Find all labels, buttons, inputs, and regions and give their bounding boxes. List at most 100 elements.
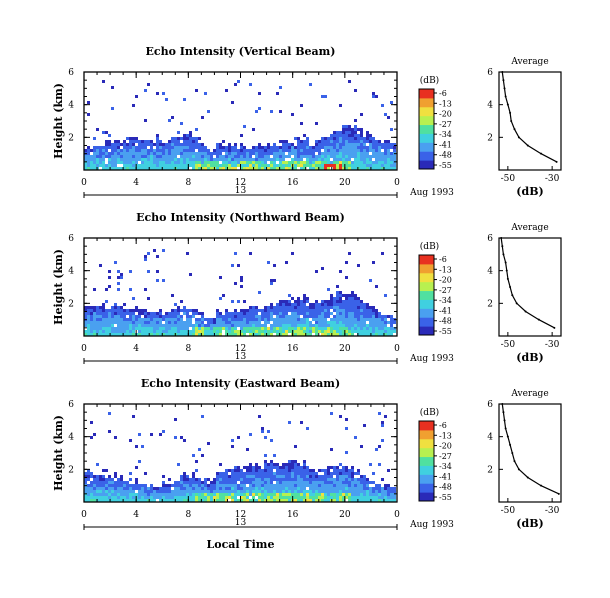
heatmap-cell	[264, 487, 267, 490]
heatmap-cell	[336, 481, 339, 484]
heatmap-cell	[258, 321, 261, 324]
heatmap-cell	[174, 143, 177, 146]
heatmap-cell	[246, 315, 249, 318]
heatmap-cell	[183, 137, 186, 140]
heatmap-cell	[240, 285, 243, 288]
heatmap-cell	[324, 146, 327, 149]
heatmap-cell	[213, 478, 216, 481]
heatmap-cell	[333, 143, 336, 146]
heatmap-cell	[318, 146, 321, 149]
y-tick-label: 6	[68, 68, 74, 78]
heatmap-cell	[90, 436, 93, 439]
heatmap-cell	[279, 161, 282, 164]
heatmap-cell	[126, 309, 129, 312]
heatmap-cell	[114, 436, 117, 439]
heatmap-cell	[105, 321, 108, 324]
heatmap-cell	[312, 146, 315, 149]
heatmap-cell	[369, 315, 372, 318]
heatmap-cell	[120, 496, 123, 499]
heatmap-cell	[300, 484, 303, 487]
heatmap-cell	[201, 155, 204, 158]
heatmap-cell	[138, 493, 141, 496]
heatmap-cell	[204, 481, 207, 484]
heatmap-cell	[360, 493, 363, 496]
heatmap-cell	[324, 499, 327, 502]
heatmap-cell	[378, 167, 381, 170]
heatmap-cell	[135, 152, 138, 155]
heatmap-cell	[261, 496, 264, 499]
heatmap-cell	[315, 318, 318, 321]
heatmap-cell	[279, 327, 282, 330]
profile-x-tick-label: -30	[545, 340, 560, 350]
heatmap-cell	[186, 493, 189, 496]
heatmap-cell	[234, 321, 237, 324]
heatmap-cell	[141, 330, 144, 333]
heatmap-cell	[231, 496, 234, 499]
heatmap-cell	[195, 460, 198, 463]
heatmap-cell	[237, 472, 240, 475]
heatmap-cell	[363, 424, 366, 427]
heatmap-cell	[315, 333, 318, 336]
heatmap-cell	[342, 312, 345, 315]
heatmap-cell	[282, 478, 285, 481]
heatmap-cell	[345, 140, 348, 143]
heatmap-cell	[135, 321, 138, 324]
heatmap-cell	[228, 469, 231, 472]
heatmap-cell	[234, 315, 237, 318]
heatmap-cell	[327, 499, 330, 502]
heatmap-cell	[348, 146, 351, 149]
heatmap-cell	[288, 496, 291, 499]
heatmap-cell	[363, 496, 366, 499]
heatmap-cell	[354, 89, 357, 92]
heatmap-cell	[300, 466, 303, 469]
heatmap-cell	[282, 146, 285, 149]
heatmap-cell	[198, 493, 201, 496]
heatmap-cell	[216, 152, 219, 155]
heatmap-cell	[348, 300, 351, 303]
heatmap-cell	[282, 140, 285, 143]
heatmap-cell	[285, 333, 288, 336]
heatmap-cell	[318, 318, 321, 321]
heatmap-cell	[204, 493, 207, 496]
heatmap-cell	[183, 309, 186, 312]
heatmap-cell	[177, 140, 180, 143]
heatmap-cell	[360, 161, 363, 164]
heatmap-cell	[198, 143, 201, 146]
heatmap-cell	[255, 161, 258, 164]
heatmap-cell	[309, 303, 312, 306]
heatmap-cell	[333, 493, 336, 496]
heatmap-cell	[294, 321, 297, 324]
heatmap-cell	[309, 490, 312, 493]
heatmap-cell	[213, 324, 216, 327]
heatmap-cell	[357, 499, 360, 502]
heatmap-cell	[378, 158, 381, 161]
heatmap-cell	[315, 143, 318, 146]
heatmap-cell	[351, 472, 354, 475]
heatmap-cell	[360, 134, 363, 137]
profile-point	[504, 95, 507, 98]
heatmap-cell	[138, 309, 141, 312]
heatmap-cell	[84, 493, 87, 496]
heatmap-cell	[258, 143, 261, 146]
heatmap-cell	[216, 499, 219, 502]
heatmap-cell	[336, 164, 339, 167]
heatmap-cell	[261, 478, 264, 481]
heatmap-cell	[333, 155, 336, 158]
heatmap-cell	[189, 143, 192, 146]
heatmap-cell	[171, 143, 174, 146]
heatmap-cell	[270, 481, 273, 484]
heatmap-cell	[321, 309, 324, 312]
heatmap-cell	[375, 158, 378, 161]
heatmap-cell	[288, 463, 291, 466]
heatmap-cell	[129, 140, 132, 143]
heatmap-cell	[318, 155, 321, 158]
heatmap-cell	[315, 484, 318, 487]
heatmap-cell	[336, 475, 339, 478]
day-label: 13	[235, 186, 247, 196]
heatmap-cell	[345, 306, 348, 309]
heatmap-cell	[132, 167, 135, 170]
heatmap-cell	[162, 155, 165, 158]
heatmap-cell	[327, 490, 330, 493]
heatmap-cell	[84, 155, 87, 158]
